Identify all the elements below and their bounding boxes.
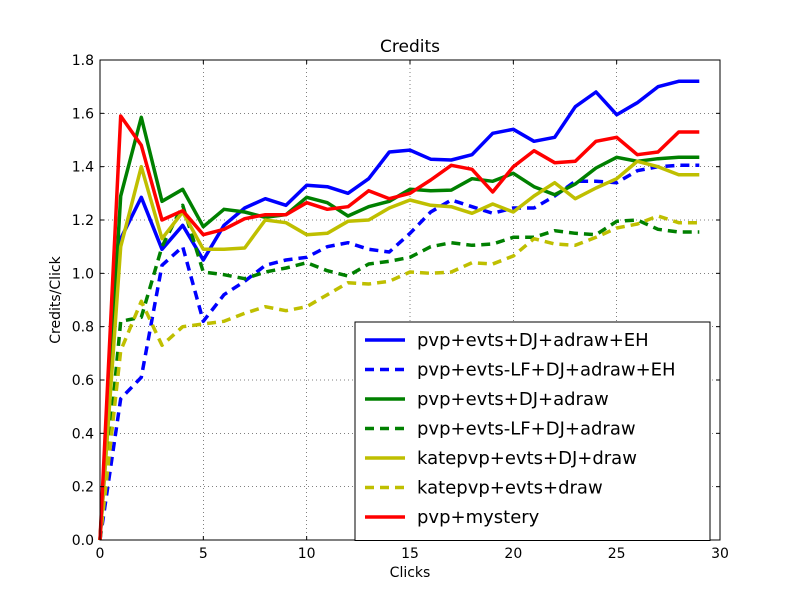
legend-label: pvp+evts-LF+DJ+adraw — [417, 419, 636, 440]
y-tick-label: 1.6 — [72, 106, 94, 122]
x-tick-label: 20 — [504, 546, 522, 562]
x-tick-label: 25 — [608, 546, 626, 562]
x-tick-label: 10 — [298, 546, 316, 562]
legend-label: katepvp+evts+DJ+draw — [417, 448, 637, 469]
axis-ticks: 0 5 10 15 20 25 30 0.0 0.2 0.4 0.6 0.8 1.0 1.2 1.4 1.6 1… — [72, 53, 729, 562]
y-tick-label: 1.2 — [72, 213, 94, 229]
y-tick-label: 0.6 — [72, 373, 94, 389]
series-line-katepvp-evts-dj-draw — [98, 159, 700, 541]
y-tick-label: 1.4 — [72, 160, 94, 176]
y-tick-label: 1.0 — [72, 266, 94, 282]
legend: pvp+evts+DJ+adraw+EH pvp+evts-LF+DJ+adraw… — [354, 321, 711, 541]
series-layer — [98, 79, 700, 541]
y-tick-label: 0.8 — [72, 320, 94, 336]
y-tick-label: 0.4 — [72, 426, 94, 442]
y-tick-label: 1.8 — [72, 53, 94, 69]
x-tick-label: 15 — [401, 546, 419, 562]
series-line-pvp-mystery — [98, 114, 700, 541]
legend-label: pvp+evts+DJ+adraw — [417, 389, 609, 410]
series-line-pvp-evts-dj-adraw-eh — [98, 79, 700, 541]
legend-label: katepvp+evts+draw — [417, 478, 603, 499]
x-tick-label: 0 — [96, 546, 105, 562]
y-tick-label: 0.0 — [72, 533, 94, 549]
x-tick-label: 30 — [711, 546, 729, 562]
y-axis-label: Credits/Click — [48, 255, 64, 343]
chart-title: Credits — [380, 37, 440, 57]
legend-label: pvp+evts+DJ+adraw+EH — [417, 330, 649, 351]
y-tick-label: 0.2 — [72, 480, 94, 496]
legend-label: pvp+evts-LF+DJ+adraw+EH — [417, 360, 676, 381]
legend-label: pvp+mystery — [417, 507, 540, 528]
series-line-katepvp-evts-draw — [98, 214, 700, 541]
series-line-pvp-evts-lf-dj-adraw — [98, 203, 700, 541]
x-tick-label: 5 — [199, 546, 208, 562]
series-line-pvp-evts-lf-dj-adraw-eh — [98, 163, 700, 541]
x-axis-label: Clicks — [390, 565, 431, 581]
legend-box — [354, 321, 711, 541]
